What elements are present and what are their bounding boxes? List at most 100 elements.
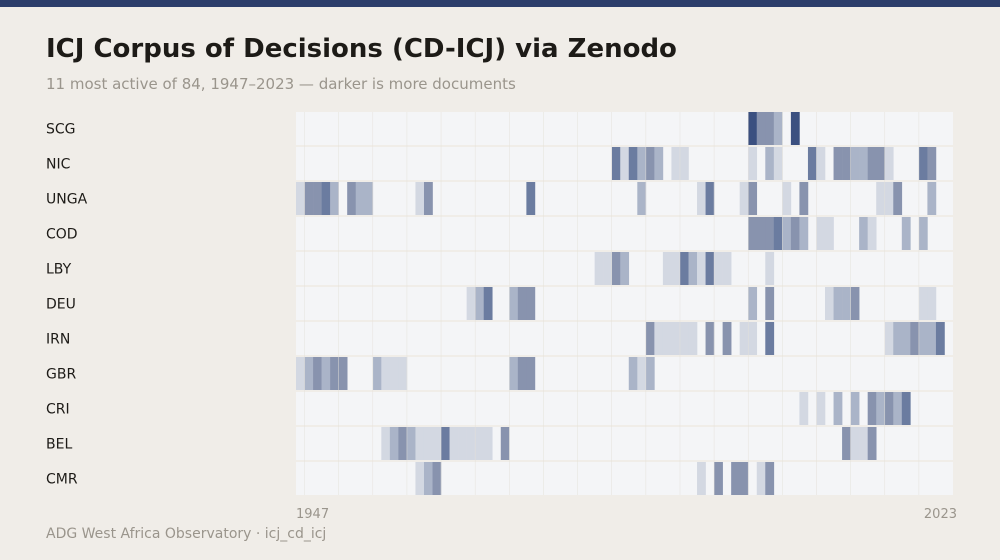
heatmap-cell [739,462,749,495]
heatmap-cell [748,112,758,145]
heatmap-cell [449,427,459,460]
heatmap-cell [679,147,689,180]
source-credit: ADG West Africa Observatory · icj_cd_icj [46,526,327,542]
heatmap-cell [918,322,928,355]
heatmap-cell [867,217,877,250]
heatmap-cell [901,322,911,355]
heatmap-cell [475,427,485,460]
heatmap-cell [637,357,647,390]
row-label: BEL [46,437,72,453]
heatmap-cell [321,357,331,390]
heatmap-cell [765,462,775,495]
heatmap-cell [415,427,425,460]
heatmap-cell [398,427,408,460]
heatmap-cell [765,252,775,285]
heatmap-cell [688,252,698,285]
heatmap-cell [304,182,314,215]
heatmap-cell [859,427,868,460]
heatmap-cell [517,357,527,390]
heatmap-cell [884,182,894,215]
heatmap-cell [927,182,937,215]
heatmap-cell [688,322,698,355]
heatmap-cell [799,217,809,250]
heatmap-cell [714,252,723,285]
heatmap-cell [705,252,715,285]
heatmap-cell [782,217,792,250]
heatmap-row-background [296,112,953,145]
heatmap-cell [816,147,826,180]
heatmap-cell [816,217,826,250]
heatmap-cell [662,252,672,285]
heatmap-cell [509,357,519,390]
heatmap-cell [918,147,928,180]
heatmap-cell [867,392,877,425]
heatmap-cell [748,217,758,250]
heatmap-cell [722,252,732,285]
heatmap-cell [697,252,706,285]
heatmap-cell [773,147,783,180]
heatmap-cell [927,322,937,355]
heatmap-cell [620,252,630,285]
heatmap-cell [756,217,766,250]
heatmap-cell [517,287,527,320]
heatmap-cell [645,357,655,390]
heatmap-cell [705,322,715,355]
heatmap-cell [833,147,843,180]
heatmap-cell [458,427,467,460]
heatmap-cell [893,392,903,425]
heatmap-cell [927,287,937,320]
heatmap-cell [816,392,826,425]
heatmap-cell [731,462,740,495]
heatmap-cell [423,182,433,215]
row-label: SCG [46,122,76,138]
row-label: COD [46,227,78,243]
heatmap-cell [697,462,706,495]
heatmap-cell [748,147,758,180]
heatmap-cell [859,217,868,250]
heatmap-cell [432,427,442,460]
heatmap-cell [748,182,758,215]
heatmap-cell [859,147,868,180]
heatmap-row-background [296,217,953,250]
row-label: IRN [46,332,70,348]
heatmap-cell [671,147,681,180]
heatmap-cell [927,147,937,180]
heatmap-cell [876,182,886,215]
heatmap-cell [313,357,322,390]
heatmap-cell [628,357,638,390]
heatmap-cell [918,287,928,320]
heatmap-cell [697,182,706,215]
heatmap-cell [398,357,408,390]
heatmap-cell [833,287,843,320]
heatmap-cell [296,182,305,215]
heatmap-cell [671,252,681,285]
heatmap-cell [765,112,775,145]
heatmap-cell [782,182,792,215]
row-label: DEU [46,297,76,313]
heatmap-cell [705,182,715,215]
heatmap-cell [765,147,775,180]
heatmap-cell [773,112,783,145]
heatmap-cell [611,147,621,180]
heatmap-cell [850,392,860,425]
heatmap-cell [842,427,851,460]
row-label: NIC [46,157,71,173]
heatmap-cell [466,427,476,460]
heatmap-row-background [296,462,953,495]
x-tick-label-end: 2023 [924,507,957,522]
heatmap-cell [313,182,322,215]
heatmap-cell [355,182,365,215]
heatmap-cell [441,427,450,460]
heatmap-cell [714,462,723,495]
heatmap-cell [910,322,920,355]
heatmap-cell [381,357,391,390]
heatmap-cell [850,147,860,180]
heatmap-cell [611,252,621,285]
heatmap-cell [415,462,425,495]
heatmap-cell [483,427,493,460]
heatmap-cell [500,427,510,460]
heatmap-cell [645,322,655,355]
heatmap-cell [790,112,800,145]
heatmap-cell [722,322,732,355]
